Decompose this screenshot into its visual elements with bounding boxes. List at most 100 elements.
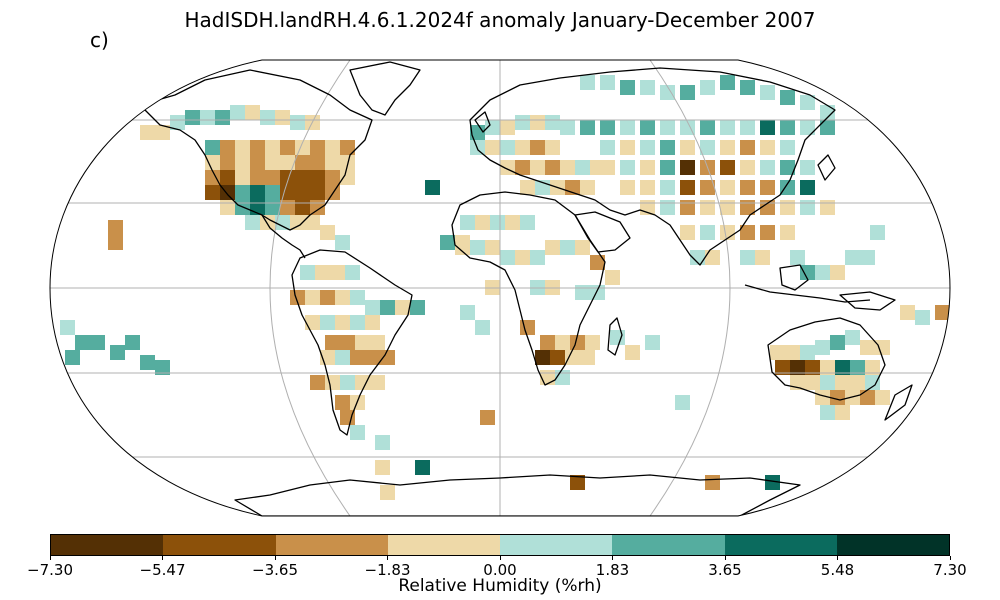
anomaly-cell [325, 155, 340, 170]
anomaly-cell [835, 375, 850, 390]
anomaly-cell [915, 310, 930, 325]
anomaly-cell [720, 180, 735, 195]
anomaly-cell [535, 350, 550, 365]
coastline-new-guinea [839, 291, 896, 311]
anomaly-cell [350, 425, 365, 440]
colorbar-segment [500, 535, 613, 555]
coastline-north-america [139, 69, 373, 231]
anomaly-cell [310, 155, 325, 170]
anomaly-cell [680, 225, 695, 240]
anomaly-cell [560, 160, 575, 175]
colorbar-tick-label: −7.30 [27, 561, 73, 579]
anomaly-cell [370, 375, 385, 390]
anomaly-cell [645, 335, 660, 350]
anomaly-cell [760, 85, 775, 100]
colorbar-tick [612, 556, 613, 560]
anomaly-cell [590, 255, 605, 270]
anomaly-cell [680, 140, 695, 155]
anomaly-cell [335, 290, 350, 305]
anomaly-cell [590, 285, 605, 300]
world-map [49, 59, 951, 517]
anomaly-cell [475, 215, 490, 230]
anomaly-cell [235, 155, 250, 170]
anomaly-cell [290, 115, 305, 130]
anomaly-cell [365, 300, 380, 315]
anomaly-cell [290, 290, 305, 305]
anomaly-cell [640, 120, 655, 135]
anomaly-cell [530, 160, 545, 175]
colorbar-tick-label: −1.83 [364, 561, 411, 579]
coastline-arabia [574, 211, 631, 253]
anomaly-cell [530, 140, 545, 155]
anomaly-cell [700, 140, 715, 155]
anomaly-cell [250, 155, 265, 170]
coastlines [139, 61, 913, 516]
anomaly-cell [775, 360, 790, 375]
anomaly-cell [265, 140, 280, 155]
coastline-greenland [349, 61, 421, 116]
anomaly-cell [440, 235, 455, 250]
anomaly-cell [600, 160, 615, 175]
anomaly-cell [740, 180, 755, 195]
anomaly-cell [325, 140, 340, 155]
anomaly-cell [275, 215, 290, 230]
anomaly-cell [485, 140, 500, 155]
anomaly-cell [125, 335, 140, 350]
anomaly-cell [325, 375, 340, 390]
anomaly-cell [780, 225, 795, 240]
anomaly-cell [815, 265, 830, 280]
anomaly-cell [740, 250, 755, 265]
coastline-new-zealand [884, 384, 913, 421]
anomaly-cell [375, 460, 390, 475]
anomaly-cell [295, 170, 310, 185]
anomaly-cell [320, 225, 335, 240]
anomaly-cell [370, 335, 385, 350]
anomaly-cell [570, 475, 585, 490]
anomaly-cell [215, 110, 230, 125]
anomaly-cell [365, 350, 380, 365]
anomaly-cell [295, 155, 310, 170]
coastline-indonesia [744, 284, 871, 303]
colorbar-tick-label: 0.00 [483, 561, 517, 579]
anomaly-cell [760, 160, 775, 175]
anomaly-cell [530, 115, 545, 130]
anomaly-cell [310, 185, 325, 200]
anomaly-cell [505, 215, 520, 230]
colorbar-tick-label: −3.65 [252, 561, 298, 579]
anomaly-cell [110, 345, 125, 360]
anomaly-cell [860, 390, 875, 405]
anomaly-cell [780, 200, 795, 215]
anomaly-cell [620, 160, 635, 175]
anomaly-cell [335, 315, 350, 330]
coastline-madagascar [607, 317, 623, 356]
anomaly-cell [625, 345, 640, 360]
anomaly-cell [455, 240, 470, 255]
anomaly-cell [860, 340, 875, 355]
anomaly-cell [475, 320, 490, 335]
anomaly-cell [680, 120, 695, 135]
anomaly-cell [680, 160, 695, 175]
anomaly-cell [660, 120, 675, 135]
anomaly-cell [220, 140, 235, 155]
anomaly-cell [340, 170, 355, 185]
anomaly-cell [640, 140, 655, 155]
anomaly-cell [865, 375, 880, 390]
anomaly-cell [760, 140, 775, 155]
anomaly-cell [700, 180, 715, 195]
anomaly-cell [640, 180, 655, 195]
anomaly-cell [760, 200, 775, 215]
anomaly-cell [340, 140, 355, 155]
anomaly-cell [800, 265, 815, 280]
anomaly-cell [815, 340, 830, 355]
anomaly-cell [335, 235, 350, 250]
anomaly-cell [680, 180, 695, 195]
colorbar-tick-label: 7.30 [933, 561, 967, 579]
anomaly-cell [830, 335, 845, 350]
colorbar-tick [162, 556, 163, 560]
anomaly-cell [320, 290, 335, 305]
anomaly-cell [545, 140, 560, 155]
anomaly-cell [260, 110, 275, 125]
anomaly-cell [875, 390, 890, 405]
anomaly-cell [900, 305, 915, 320]
anomaly-cell [375, 435, 390, 450]
